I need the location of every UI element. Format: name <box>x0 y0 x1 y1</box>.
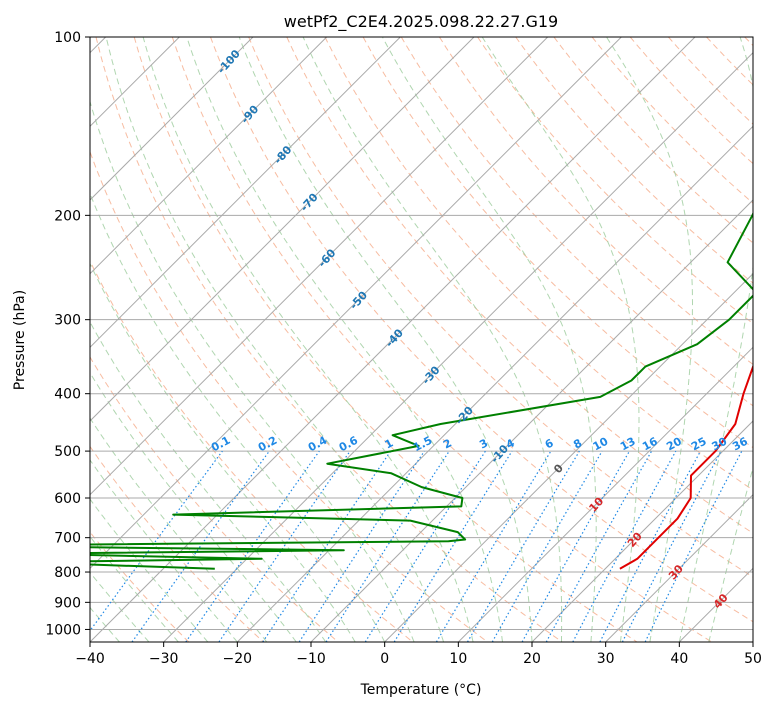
x-tick-label: 10 <box>449 651 467 667</box>
y-tick-label: 300 <box>54 313 81 329</box>
x-tick-label: 0 <box>380 651 389 667</box>
x-tick-label: 30 <box>597 651 615 667</box>
y-tick-label: 500 <box>54 444 81 460</box>
y-tick-label: 900 <box>54 595 81 611</box>
x-tick-label: −40 <box>75 651 105 667</box>
y-axis-label: Pressure (hPa) <box>12 290 28 390</box>
x-tick-label: 20 <box>523 651 541 667</box>
x-tick-label: −10 <box>296 651 326 667</box>
x-tick-label: −20 <box>223 651 253 667</box>
chart-title: wetPf2_C2E4.2025.098.22.27.G19 <box>284 12 558 32</box>
y-tick-label: 700 <box>54 531 81 547</box>
x-tick-label: 40 <box>670 651 688 667</box>
x-tick-label: 50 <box>744 651 762 667</box>
x-tick-label: −30 <box>149 651 179 667</box>
y-tick-label: 800 <box>54 565 81 581</box>
y-tick-label: 400 <box>54 387 81 403</box>
y-tick-label: 200 <box>54 208 81 224</box>
x-axis-label: Temperature (°C) <box>360 682 482 698</box>
y-tick-label: 100 <box>54 30 81 46</box>
y-tick-label: 600 <box>54 491 81 507</box>
y-tick-label: 1000 <box>45 622 81 638</box>
